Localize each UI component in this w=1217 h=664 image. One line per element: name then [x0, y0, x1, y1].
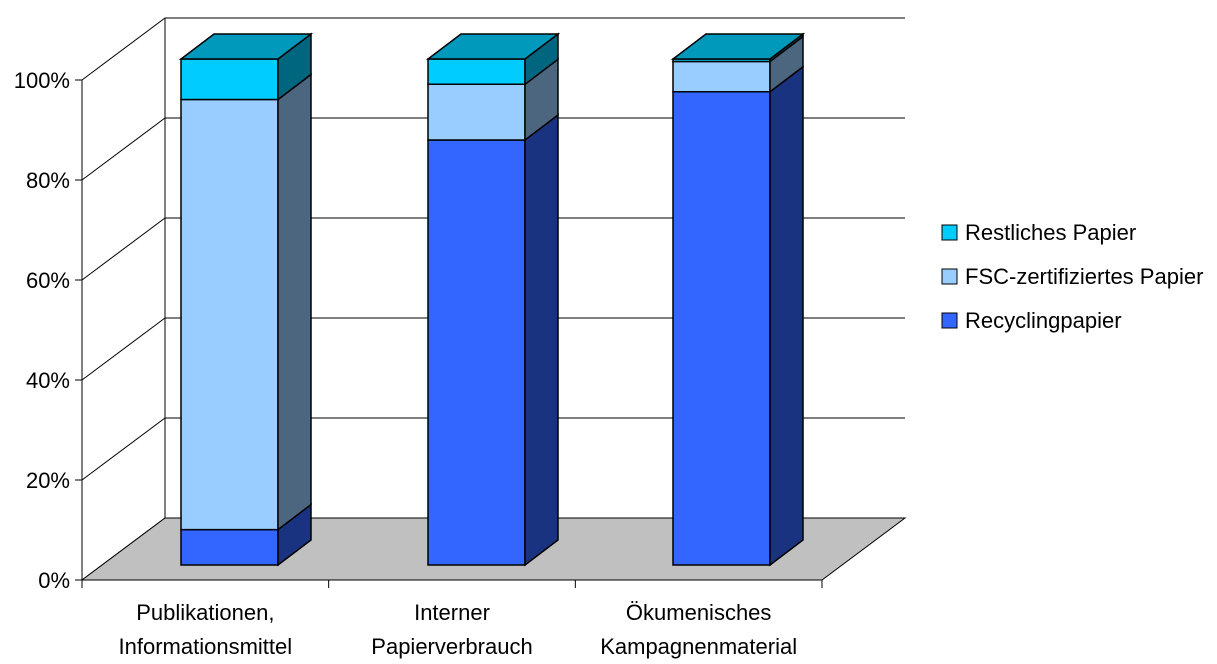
chart-legend: Restliches Papier FSC-zertifiziertes Papi…: [941, 220, 1203, 333]
bar-segment-front: [180, 98, 279, 531]
bar-segment-front: [672, 90, 771, 566]
bar-stack: [670, 32, 806, 567]
gridline-side: [81, 117, 166, 181]
chart-bars: [178, 32, 806, 567]
gridline-side: [81, 417, 166, 481]
gridline-side: [81, 17, 166, 81]
bar-segment-front: [427, 139, 526, 566]
bar-segment-front: [427, 83, 526, 141]
x-category-label: Kampagnenmaterial: [600, 634, 797, 659]
gridline-side: [81, 317, 166, 381]
bar-segment-side: [277, 72, 312, 532]
legend-swatch: [941, 224, 958, 241]
x-category-label: Papierverbrauch: [371, 634, 532, 659]
y-tick-label: 80%: [26, 168, 70, 193]
legend-swatch: [941, 268, 958, 285]
y-tick-label: 20%: [26, 468, 70, 493]
bar-segment-side: [524, 113, 559, 567]
chart-axes: [75, 18, 823, 588]
legend-label: FSC-zertifiziertes Papier: [965, 264, 1203, 289]
y-axis-tick-labels: 0% 20% 40% 60% 80% 100%: [14, 68, 70, 593]
legend-label: Recyclingpapier: [965, 308, 1122, 333]
x-axis-category-labels: Publikationen, Informationsmittel Interner…: [119, 600, 798, 659]
y-tick-label: 40%: [26, 368, 70, 393]
x-category-label: Interner: [414, 600, 490, 625]
bar-segment-front: [180, 58, 279, 101]
bar-stack: [425, 32, 561, 567]
bar-segment-front: [672, 60, 771, 93]
legend-swatch: [941, 312, 958, 329]
bar-segment-top: [670, 33, 806, 60]
y-tick-label: 60%: [26, 268, 70, 293]
x-category-label: Informationsmittel: [119, 634, 293, 659]
bar-segment-front: [180, 528, 279, 566]
y-tick-label: 100%: [14, 68, 70, 93]
legend-label: Restliches Papier: [965, 220, 1136, 245]
gridline-side: [81, 217, 166, 281]
y-tick-label: 0%: [38, 568, 70, 593]
bar-segment-top: [178, 33, 314, 60]
x-category-label: Ökumenisches: [626, 600, 772, 625]
bar-stack: [178, 32, 314, 567]
x-category-label: Publikationen,: [136, 600, 274, 625]
bar-segment-top: [425, 33, 561, 60]
bar-segment-side: [769, 65, 804, 567]
bar-segment-front: [427, 58, 526, 86]
